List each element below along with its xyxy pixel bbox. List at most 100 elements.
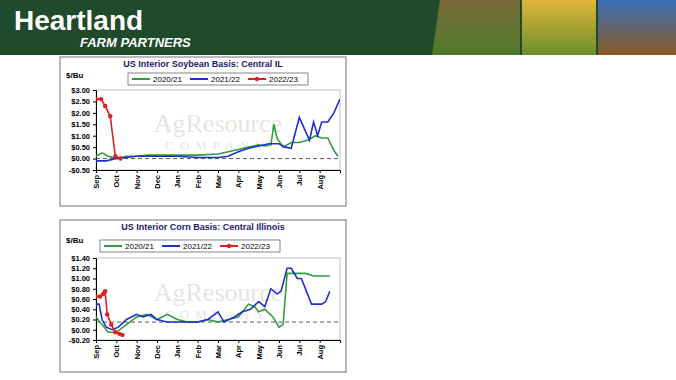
x-tick-label: Jan: [173, 175, 182, 188]
y-axis: -$0.20$0.00$0.20$0.40$0.60$0.80$1.00$1.2…: [69, 254, 97, 345]
x-tick: Dec: [153, 170, 162, 189]
slide: HeartlandFARM PARTNERSUS Interior Soybea…: [0, 0, 676, 380]
x-tick-mark: [157, 170, 158, 173]
y-tick-mark: [93, 268, 96, 269]
y-tick-label: $2.00: [71, 109, 90, 118]
y-tick-mark: [93, 113, 96, 114]
y-tick-label: $1.40: [71, 254, 90, 263]
x-tick-mark: [238, 340, 239, 343]
x-tick-mark: [177, 340, 178, 343]
y-tick-label: $0.80: [71, 285, 90, 294]
x-tick: Jul: [295, 340, 304, 356]
y-tick-mark: [93, 279, 96, 280]
legend-label: 2021/22: [211, 75, 240, 84]
x-tick-mark: [279, 340, 280, 343]
y-tick-label: $1.00: [71, 274, 90, 283]
watermark-text: AgResource: [154, 109, 283, 138]
y-tick: $0.60: [71, 295, 96, 304]
y-tick-mark: [93, 101, 96, 102]
y-tick-mark: [93, 136, 96, 137]
x-tick: Oct: [112, 170, 121, 188]
y-tick: $1.50: [71, 120, 96, 129]
y-axis: -$0.50$0.00$0.50$1.00$1.50$2.00$2.50$3.0…: [69, 86, 97, 175]
x-tick: Nov: [133, 170, 142, 189]
y-tick: $0.00: [71, 154, 96, 163]
legend-marker: [227, 244, 231, 248]
y-tick-label: -$0.20: [69, 336, 90, 345]
legend-swatch: [132, 78, 150, 80]
series-line: [96, 273, 330, 332]
y-tick-mark: [93, 330, 96, 331]
x-tick-mark: [157, 340, 158, 343]
y-tick: $0.20: [71, 315, 96, 324]
x-tick-label: Mar: [214, 175, 223, 188]
series-marker: [103, 289, 107, 293]
photo-soy: [598, 0, 676, 55]
x-axis-line: [97, 171, 341, 174]
y-axis-line: [93, 259, 97, 341]
y-tick-mark: [93, 320, 96, 321]
legend-box: [100, 240, 280, 252]
legend-box: [128, 73, 308, 85]
chart-frame: [60, 220, 346, 372]
y-tick-mark: [93, 170, 96, 171]
legend-swatch: [190, 78, 208, 80]
y-tick: -$0.20: [69, 336, 96, 345]
photo-corn: [522, 0, 596, 55]
y-tick-mark: [93, 258, 96, 259]
series-line: [96, 291, 122, 335]
header: HeartlandFARM PARTNERS: [0, 0, 676, 55]
x-tick-mark: [299, 340, 300, 343]
y-tick: $0.80: [71, 285, 96, 294]
series-marker: [103, 104, 107, 108]
legend-marker: [255, 77, 259, 81]
legend-label: 2020/21: [153, 75, 182, 84]
x-tick-label: Jul: [295, 175, 304, 186]
x-tick: Nov: [133, 340, 142, 359]
x-tick: Aug: [316, 340, 325, 360]
y-tick-label: -$0.50: [69, 166, 90, 175]
x-tick-mark: [259, 170, 260, 173]
x-tick: Feb: [194, 340, 203, 358]
x-tick-label: Aug: [316, 345, 325, 360]
y-tick-mark: [93, 159, 96, 160]
header-band: [0, 0, 676, 55]
x-tick-mark: [320, 170, 321, 173]
y-tick: $1.20: [71, 264, 96, 273]
x-tick-mark: [137, 340, 138, 343]
x-tick: May: [255, 170, 264, 190]
x-tick-label: Feb: [194, 175, 203, 189]
y-tick: $3.00: [71, 86, 96, 95]
series-marker: [96, 97, 98, 101]
y-tick: $1.00: [71, 132, 96, 141]
x-tick: Aug: [316, 170, 325, 190]
x-tick: Apr: [234, 340, 243, 358]
x-tick-label: Jul: [295, 345, 304, 356]
y-tick-mark: [93, 124, 96, 125]
x-tick-mark: [96, 170, 97, 173]
plot-frame: [96, 90, 340, 170]
series-line: [96, 268, 330, 330]
x-tick-label: Mar: [214, 345, 223, 358]
legend-label: 2020/21: [125, 242, 154, 251]
y-tick: $2.50: [71, 97, 96, 106]
legend: 2020/212021/222022/23: [100, 240, 280, 252]
y-tick: $1.00: [71, 274, 96, 283]
legend-label: 2021/22: [183, 242, 212, 251]
series-marker: [113, 154, 117, 158]
x-tick-label: May: [255, 174, 264, 189]
series-line: [96, 124, 338, 158]
x-tick-mark: [279, 170, 280, 173]
y-tick-label: $2.50: [71, 97, 90, 106]
series-line: [96, 99, 120, 158]
chart-title: US Interior Corn Basis: Central Illinois: [121, 222, 285, 232]
y-tick-mark: [93, 289, 96, 290]
chart-frame: [60, 57, 346, 206]
plot-area: [96, 97, 340, 161]
x-tick-mark: [116, 340, 117, 343]
x-tick-mark: [218, 340, 219, 343]
x-tick-label: Nov: [133, 344, 142, 359]
x-tick-label: Sep: [92, 345, 101, 359]
header-subtitle: FARM PARTNERS: [80, 35, 191, 50]
legend-label: 2022/23: [269, 75, 298, 84]
